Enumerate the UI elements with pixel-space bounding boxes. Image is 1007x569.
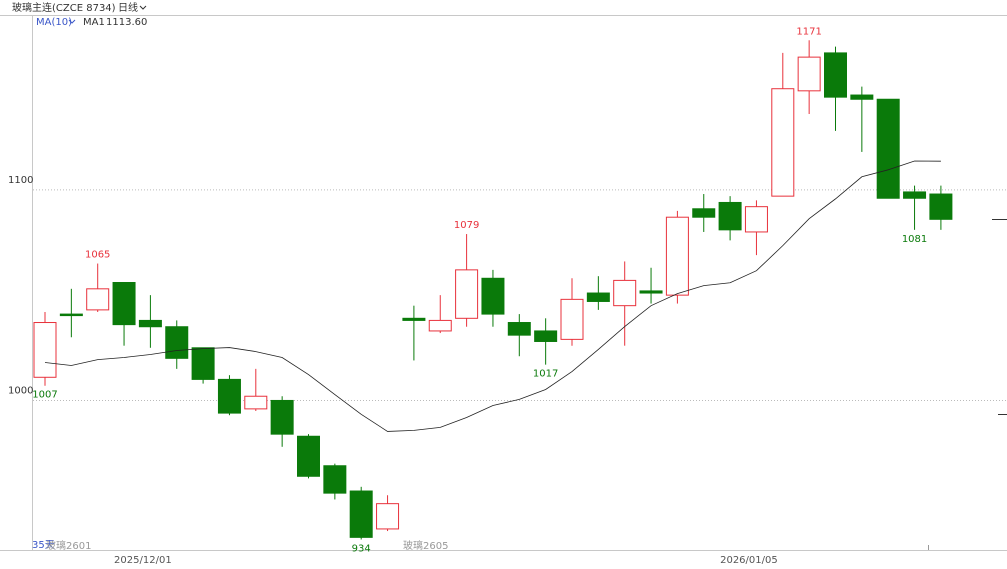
dropdown-icon[interactable] [139,5,147,10]
chart-title: 玻璃主连(CZCE 8734) [12,1,116,14]
candle-body [481,277,505,315]
candle-body [718,201,742,231]
candle-body [665,216,689,296]
y-tick-label: 1100 [8,175,33,186]
ma-line [44,160,941,432]
candle-body [586,292,610,302]
candle-body [534,330,558,342]
x-tick-label: 2026/01/05 [720,555,778,566]
candle-body [824,52,847,98]
days-label: 35天 [32,540,55,551]
candle-body [744,206,768,233]
candle-body [59,313,83,317]
candle-body [929,193,953,220]
candle-body [349,490,373,538]
candle-body [455,269,479,319]
candle-body [560,298,584,340]
x-tick-label: 2025/12/01 [114,555,172,566]
extreme-label: 1017 [533,369,558,380]
candle-body [850,94,874,100]
candle-body [244,395,268,410]
period-selector[interactable]: 日线 [118,1,138,14]
candle-body [797,56,821,92]
indicator-name[interactable]: MA(10) [36,17,72,28]
candle-body [771,88,795,197]
extreme-label: 1079 [454,220,479,231]
candle-body [323,465,347,494]
candle-body [507,322,531,336]
extreme-label: 934 [352,543,371,554]
ma-name: MA1 [83,17,105,28]
candle-body [138,319,162,328]
candle-body [33,322,57,378]
extreme-label: 1171 [796,26,821,37]
candle-body [165,326,189,359]
candle-body [270,399,294,435]
candle-body [639,290,663,294]
candle-body [112,282,136,326]
y-tick-label: 1000 [8,385,33,396]
candle-body [191,347,215,380]
extreme-label: 1065 [85,250,110,261]
dropdown-icon[interactable] [68,19,76,24]
contract-label: 玻璃2605 [403,539,448,552]
candle-body [217,378,241,414]
ma-value: 1113.60 [106,17,147,28]
extreme-label: 1081 [902,234,927,245]
candle-body [376,503,400,530]
candle-body [86,288,110,311]
candle-body [876,98,900,199]
candle-body [297,435,320,477]
candle-body [903,191,927,199]
contract-label: 玻璃2601 [46,539,91,552]
candle-body [428,319,452,332]
candle-body [402,317,426,321]
candle-body [613,279,637,307]
extreme-label: 1007 [32,390,57,401]
candle-body [692,208,716,218]
